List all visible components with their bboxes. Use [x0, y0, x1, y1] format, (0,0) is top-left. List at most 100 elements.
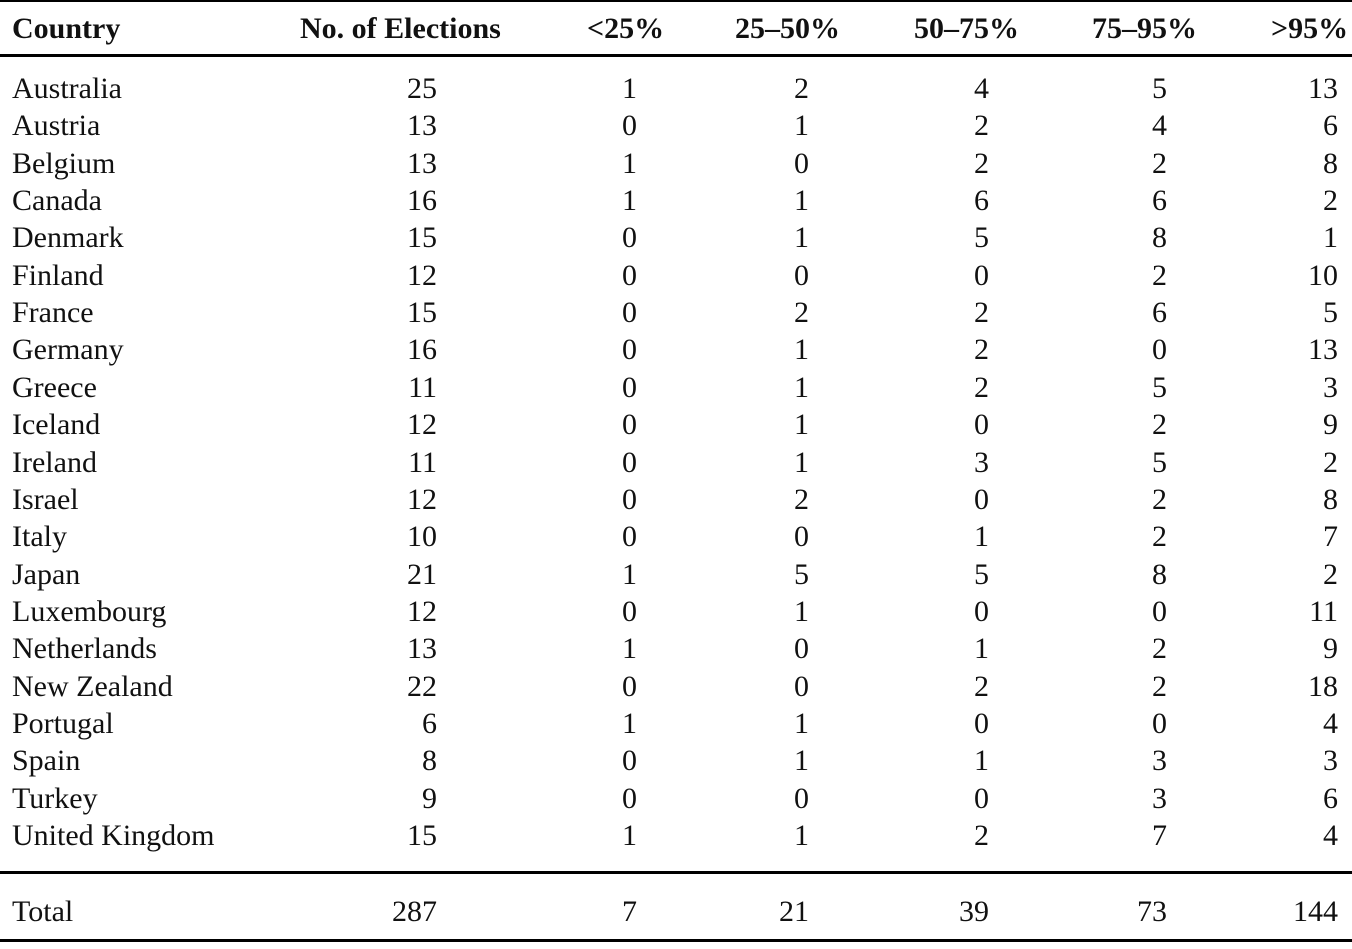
elections-cell: 12 [407, 258, 437, 292]
range-25-50-cell: 0 [794, 632, 809, 666]
elections-cell: 13 [407, 109, 437, 143]
elections-cell: 16 [407, 333, 437, 367]
above-95-cell: 9 [1323, 632, 1338, 666]
header-no-of-elections: No. of Elections [300, 12, 501, 45]
total-label: Total [12, 895, 74, 928]
elections-cell: 22 [407, 669, 437, 703]
country-cell: Belgium [12, 146, 116, 180]
range-50-75-cell: 0 [974, 781, 989, 815]
table-row: Spain 8 0 1 1 3 3 [0, 742, 1352, 779]
range-75-95-cell: 3 [1152, 781, 1167, 815]
country-cell: Iceland [12, 408, 101, 442]
range-50-75-cell: 0 [974, 594, 989, 628]
below-25-cell: 0 [622, 296, 637, 330]
table-row: Greece 11 0 1 2 5 3 [0, 369, 1352, 406]
table-row: Iceland 12 0 1 0 2 9 [0, 406, 1352, 443]
table-row: France 15 0 2 2 6 5 [0, 294, 1352, 331]
elections-cell: 13 [407, 146, 437, 180]
below-25-cell: 1 [622, 706, 637, 740]
range-25-50-cell: 0 [794, 669, 809, 703]
country-cell: United Kingdom [12, 819, 215, 852]
below-25-cell: 0 [622, 594, 637, 628]
above-95-cell: 6 [1323, 781, 1338, 815]
table-bottom-rule [0, 939, 1352, 942]
below-25-cell: 1 [622, 184, 637, 218]
range-75-95-cell: 2 [1152, 258, 1167, 292]
range-50-75-cell: 2 [974, 669, 989, 703]
country-cell: Japan [12, 557, 81, 591]
country-cell: Australia [12, 72, 122, 105]
range-75-95-cell: 2 [1152, 408, 1167, 442]
below-25-cell: 0 [622, 370, 637, 404]
country-cell: New Zealand [12, 669, 173, 703]
below-25-cell: 0 [622, 744, 637, 778]
elections-cell: 12 [407, 408, 437, 442]
range-50-75-cell: 1 [974, 632, 989, 666]
above-95-cell: 4 [1323, 819, 1338, 852]
range-25-50-cell: 1 [794, 706, 809, 740]
range-25-50-cell: 1 [794, 594, 809, 628]
range-25-50-cell: 2 [794, 72, 809, 105]
elections-cell: 13 [407, 632, 437, 666]
elections-cell: 9 [422, 781, 437, 815]
below-25-cell: 1 [622, 72, 637, 105]
header-75-95: 75–95% [1092, 12, 1197, 45]
table-top-rule [0, 0, 1352, 2]
table-row: United Kingdom 15 1 1 2 7 4 [0, 817, 1352, 854]
range-25-50-cell: 0 [794, 520, 809, 554]
above-95-cell: 1 [1323, 221, 1338, 255]
table-row: Portugal 6 1 1 0 0 4 [0, 705, 1352, 742]
range-75-95-cell: 0 [1152, 594, 1167, 628]
range-25-50-cell: 0 [794, 258, 809, 292]
total-25-50: 21 [779, 895, 809, 928]
elections-cell: 21 [407, 557, 437, 591]
range-25-50-cell: 0 [794, 781, 809, 815]
above-95-cell: 2 [1323, 445, 1338, 479]
country-cell: Austria [12, 109, 101, 143]
above-95-cell: 7 [1323, 520, 1338, 554]
table-row: Australia 25 1 2 4 5 13 [0, 70, 1352, 107]
range-75-95-cell: 2 [1152, 520, 1167, 554]
above-95-cell: 11 [1309, 594, 1338, 628]
above-95-cell: 13 [1308, 333, 1338, 367]
above-95-cell: 4 [1323, 706, 1338, 740]
table-row: New Zealand 22 0 0 2 2 18 [0, 668, 1352, 705]
range-50-75-cell: 0 [974, 408, 989, 442]
above-95-cell: 3 [1323, 744, 1338, 778]
range-25-50-cell: 1 [794, 370, 809, 404]
range-75-95-cell: 8 [1152, 557, 1167, 591]
total-elections: 287 [392, 895, 437, 928]
header-25-50: 25–50% [735, 12, 840, 45]
elections-cell: 12 [407, 482, 437, 516]
below-25-cell: 1 [622, 819, 637, 852]
below-25-cell: 0 [622, 520, 637, 554]
range-50-75-cell: 0 [974, 482, 989, 516]
country-cell: Canada [12, 184, 102, 218]
below-25-cell: 0 [622, 781, 637, 815]
header-below-25: <25% [587, 12, 665, 45]
range-25-50-cell: 0 [794, 146, 809, 180]
below-25-cell: 0 [622, 109, 637, 143]
range-75-95-cell: 6 [1152, 184, 1167, 218]
table-row: Luxembourg 12 0 1 0 0 11 [0, 593, 1352, 630]
range-50-75-cell: 4 [974, 72, 989, 105]
below-25-cell: 1 [622, 632, 637, 666]
range-25-50-cell: 1 [794, 408, 809, 442]
country-cell: Greece [12, 370, 97, 404]
country-cell: Netherlands [12, 632, 157, 666]
elections-cell: 25 [407, 72, 437, 105]
range-25-50-cell: 2 [794, 296, 809, 330]
range-75-95-cell: 2 [1152, 482, 1167, 516]
range-50-75-cell: 6 [974, 184, 989, 218]
total-50-75: 39 [959, 895, 989, 928]
range-25-50-cell: 1 [794, 744, 809, 778]
range-25-50-cell: 1 [794, 184, 809, 218]
range-50-75-cell: 2 [974, 370, 989, 404]
range-75-95-cell: 5 [1152, 445, 1167, 479]
range-50-75-cell: 2 [974, 146, 989, 180]
range-25-50-cell: 1 [794, 221, 809, 255]
elections-cell: 15 [407, 221, 437, 255]
below-25-cell: 0 [622, 445, 637, 479]
range-75-95-cell: 6 [1152, 296, 1167, 330]
elections-cell: 6 [422, 706, 437, 740]
